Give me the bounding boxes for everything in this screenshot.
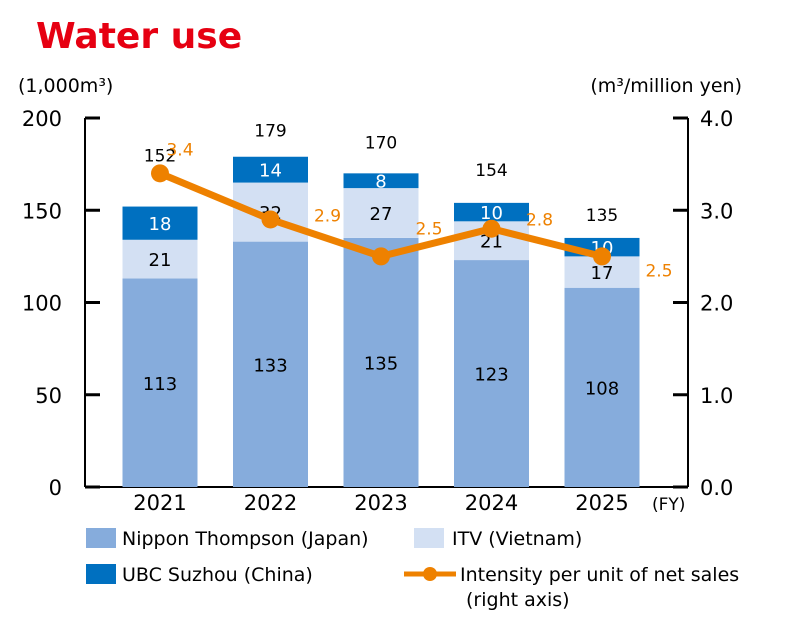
x-tick-label: 2025 (575, 491, 628, 515)
right-axis-unit: (m³/million yen) (590, 75, 742, 97)
bar-segment-0 (122, 278, 198, 487)
x-tick-label: 2022 (244, 491, 297, 515)
x-tick-label: 2021 (133, 491, 186, 515)
bar-total-label: 154 (475, 161, 507, 181)
bar-segment-label: 123 (474, 365, 508, 386)
right-tick-label: 0.0 (700, 476, 733, 500)
bar-segment-0 (343, 237, 419, 487)
bar-segment-label: 113 (143, 374, 177, 395)
legend-label-itv: ITV (Vietnam) (452, 528, 582, 550)
intensity-point (593, 247, 611, 266)
intensity-label: 2.5 (645, 261, 672, 281)
bar-segment-label: 21 (149, 250, 172, 271)
right-tick-label: 4.0 (700, 107, 733, 131)
left-axis-unit: (1,000m³) (18, 75, 113, 97)
bar-total-label: 170 (365, 133, 397, 153)
intensity-point (151, 164, 169, 183)
bar-segment-label: 18 (149, 214, 172, 235)
bar-segment-1 (122, 239, 198, 279)
right-tick-label: 3.0 (700, 199, 733, 223)
bar-segment-label: 10 (480, 203, 503, 224)
bar-segment-2 (454, 202, 529, 222)
intensity-label: 2.8 (526, 211, 553, 231)
legend-swatch-marker (423, 567, 437, 581)
bar-segment-0 (564, 287, 640, 487)
bar-segment-0 (233, 241, 308, 487)
bar-segment-label: 27 (370, 204, 393, 225)
legend-label-intensity: Intensity per unit of net sales (460, 564, 739, 586)
bar-segment-label: 17 (591, 263, 614, 284)
x-tick-label: 2024 (465, 491, 518, 515)
bar-segment-2 (233, 156, 308, 183)
bar-segment-label: 14 (259, 161, 282, 182)
bar-segment-label: 135 (364, 353, 398, 374)
legend-label-intensity-note: (right axis) (466, 589, 570, 611)
left-tick-label: 200 (22, 107, 62, 131)
intensity-point (372, 247, 390, 266)
left-tick-label: 0 (49, 476, 62, 500)
left-tick-label: 100 (22, 292, 62, 316)
bar-segment-label: 8 (375, 172, 386, 193)
legend-swatch-nippon (86, 528, 116, 548)
intensity-point (482, 219, 501, 238)
x-tick-label: 2023 (354, 491, 407, 515)
right-tick-label: 2.0 (700, 292, 733, 316)
intensity-label: 2.9 (314, 206, 341, 226)
legend-swatch-itv (414, 528, 444, 548)
bar-total-label: 179 (254, 122, 286, 142)
left-tick-label: 50 (35, 384, 62, 408)
x-axis-unit: (FY) (652, 495, 685, 515)
bar-segment-label: 108 (585, 378, 619, 399)
bar-segment-0 (454, 260, 529, 487)
bar-segment-label: 21 (480, 232, 503, 253)
legend: Nippon Thompson (Japan) ITV (Vietnam) UB… (86, 528, 739, 611)
bar-segment-2 (122, 206, 198, 240)
right-tick-label: 1.0 (700, 384, 733, 408)
intensity-point (261, 210, 280, 229)
legend-label-ubc: UBC Suzhou (China) (122, 564, 313, 586)
bar-segment-2 (343, 173, 419, 189)
bar-total-label: 152 (144, 147, 176, 167)
chart-title: Water use (36, 16, 242, 57)
intensity-label: 2.5 (415, 219, 442, 239)
legend-swatch-ubc (86, 564, 116, 584)
bar-segment-label: 133 (253, 355, 287, 376)
intensity-label: 3.4 (166, 140, 193, 160)
left-tick-label: 150 (22, 199, 62, 223)
legend-label-nippon: Nippon Thompson (Japan) (122, 528, 369, 550)
bar-total-label: 135 (586, 206, 618, 226)
bar-segment-1 (343, 188, 419, 238)
